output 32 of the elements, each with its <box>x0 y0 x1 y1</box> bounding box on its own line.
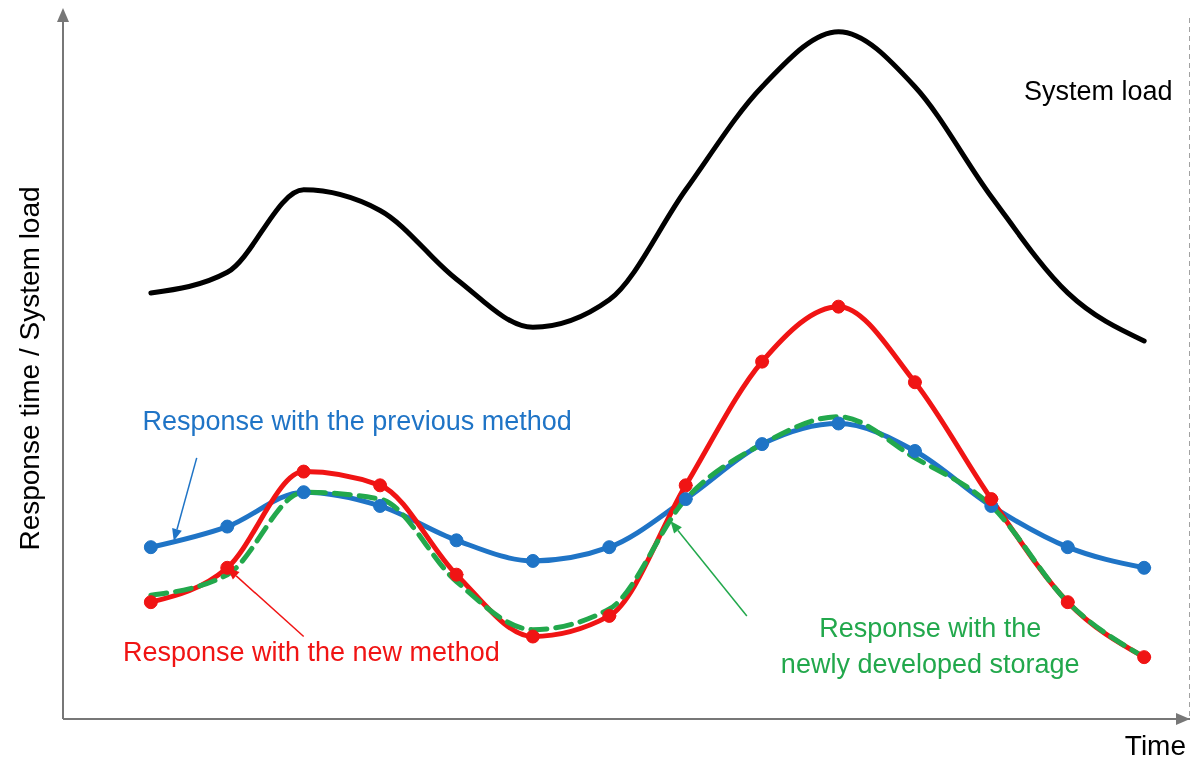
point <box>602 540 617 555</box>
text: Response with the previous method <box>142 406 572 437</box>
point <box>831 416 846 431</box>
point <box>907 443 922 458</box>
point <box>1060 595 1075 610</box>
point <box>1060 540 1075 555</box>
point <box>755 437 770 452</box>
point <box>220 519 235 534</box>
x-axis-title: Time <box>1124 730 1186 761</box>
point <box>984 492 999 507</box>
point <box>525 553 540 568</box>
point <box>525 629 540 644</box>
point <box>296 485 311 500</box>
point <box>373 498 388 513</box>
point <box>143 595 158 610</box>
point <box>602 608 617 623</box>
point <box>1137 560 1152 575</box>
y-axis-title: Response time / System load <box>14 186 45 551</box>
point <box>755 354 770 369</box>
series-label: Response with the newly developed storage <box>780 612 1080 679</box>
point <box>449 567 464 582</box>
point <box>449 533 464 548</box>
point <box>907 375 922 390</box>
point <box>373 478 388 493</box>
point <box>143 540 158 555</box>
point <box>831 299 846 314</box>
point <box>296 464 311 479</box>
point <box>678 492 693 507</box>
point <box>1137 650 1152 665</box>
legend-label: Response with the new method <box>122 636 500 667</box>
point <box>678 478 693 493</box>
text: System load <box>1024 76 1173 107</box>
